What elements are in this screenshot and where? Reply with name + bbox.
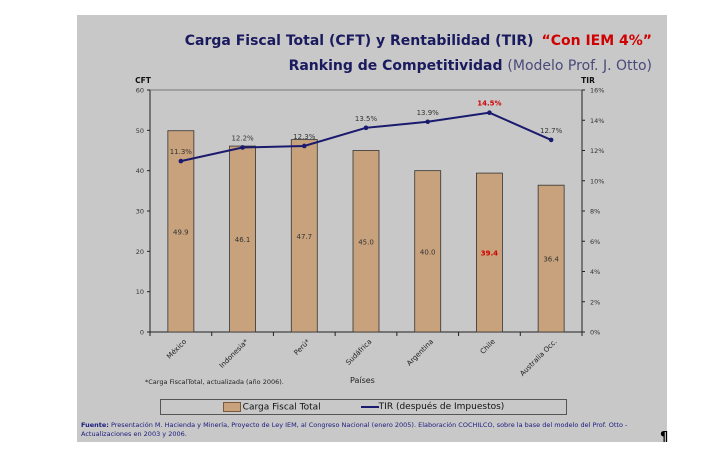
left-axis-title: CFT [135, 76, 152, 85]
tir-label: 13.5% [355, 115, 378, 123]
x-axis-label: Países [350, 376, 375, 385]
category-label: Sudáfrica [344, 338, 373, 367]
right-tick-label: 6% [590, 238, 600, 246]
bar-label: 39.4 [481, 250, 498, 258]
chart-title: Carga Fiscal Total (CFT) y Rentabilidad … [184, 33, 652, 49]
tir-point [301, 143, 307, 149]
left-tick-label: 50 [136, 127, 144, 135]
bar-swatch-icon [222, 401, 241, 412]
left-tick-label: 60 [136, 87, 144, 95]
left-tick-label: 40 [136, 167, 144, 175]
category-label: Chile [479, 338, 497, 356]
line-swatch-icon [360, 405, 379, 408]
legend-line: TIR (después de Impuestos) [360, 402, 504, 412]
left-tick-label: 20 [136, 248, 144, 256]
tir-label: 11.3% [170, 148, 193, 156]
tir-label: 12.2% [231, 134, 254, 142]
bar [476, 172, 503, 333]
bar [229, 145, 256, 333]
right-tick-label: 16% [590, 87, 604, 95]
bar [290, 139, 318, 333]
chart-subtitle: Ranking de Competitividad (Modelo Prof. … [288, 58, 652, 74]
tir-label: 12.7% [540, 127, 563, 135]
pilcrow: ¶ [660, 430, 669, 445]
category-label: Perú* [293, 337, 313, 357]
tir-label: 14.5% [477, 100, 501, 108]
legend-bar: Carga Fiscal Total [222, 401, 321, 412]
source-note: Fuente: Presentación M. Hacienda y Miner… [81, 421, 628, 438]
tir-label: 13.9% [417, 109, 440, 117]
right-tick-label: 10% [590, 177, 604, 185]
bar-label: 45.0 [358, 238, 374, 246]
right-tick-label: 12% [590, 147, 604, 155]
bar-label: 40.0 [420, 248, 436, 256]
legend: Carga Fiscal Total TIR (después de Impue… [160, 399, 567, 415]
category-label: Argentina [405, 338, 435, 368]
tir-point [240, 145, 245, 150]
bar-label: 49.9 [173, 228, 189, 236]
right-tick-label: 0% [590, 329, 600, 337]
bar-label: 46.1 [235, 236, 251, 244]
category-label: Australia Occ. [519, 338, 559, 378]
left-tick-label: 30 [136, 208, 144, 216]
right-tick-label: 8% [590, 208, 600, 216]
left-tick-label: 0 [140, 329, 144, 337]
bar [414, 170, 442, 333]
tir-point [363, 125, 369, 131]
tir-label: 12.3% [293, 133, 316, 141]
right-tick-label: 2% [590, 298, 600, 306]
left-tick-label: 10 [136, 288, 144, 296]
tir-point [425, 119, 431, 125]
tir-point [487, 110, 492, 115]
category-label: Indonesia* [218, 337, 250, 369]
right-axis-title: TIR [581, 76, 595, 85]
tir-point [548, 137, 554, 143]
right-tick-label: 14% [590, 117, 604, 125]
bar-label: 36.4 [543, 256, 559, 264]
bar [167, 130, 195, 333]
bar [352, 150, 380, 333]
footnote: *Carga FiscalTotal, actualizada (año 200… [145, 378, 284, 386]
bar-label: 47.7 [296, 233, 312, 241]
bar [537, 184, 565, 333]
tir-point [178, 158, 184, 164]
category-label: México [165, 338, 188, 361]
right-tick-label: 4% [590, 268, 600, 276]
